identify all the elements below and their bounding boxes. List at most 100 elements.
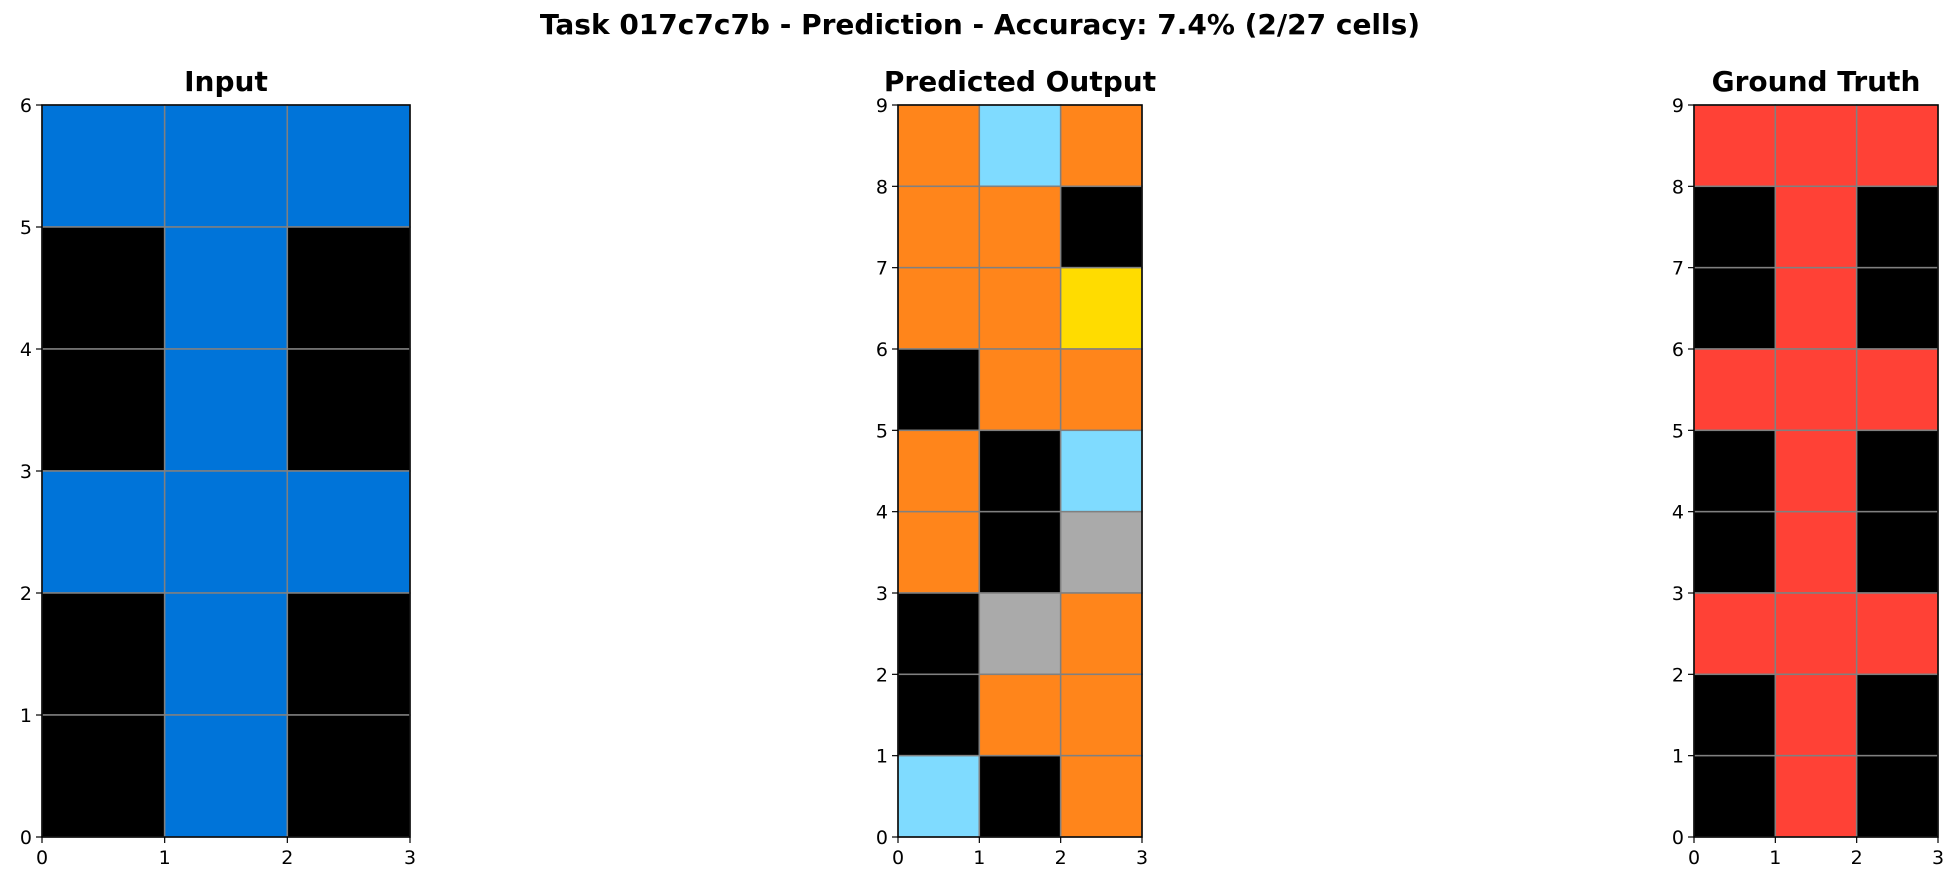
- grid-cell: [1693, 592, 1777, 676]
- grid-cell: [286, 592, 411, 716]
- grid-cell: [1774, 592, 1858, 676]
- panel-title-input: Input: [184, 65, 268, 98]
- grid-cell: [897, 429, 981, 513]
- y-tick-label: 1: [1672, 746, 1684, 768]
- y-tick-label: 9: [1672, 95, 1684, 117]
- grid-cell: [1059, 429, 1143, 513]
- y-tick-label: 6: [20, 95, 32, 117]
- grid-cell: [1693, 185, 1777, 269]
- y-tick-label: 0: [876, 827, 888, 849]
- x-tick-label: 3: [404, 847, 416, 869]
- grid-cell: [1855, 185, 1939, 269]
- grid-cell: [1693, 429, 1777, 513]
- grid-cell: [1774, 266, 1858, 350]
- y-tick-label: 1: [876, 746, 888, 768]
- grid-cell: [1059, 185, 1143, 269]
- x-tick-label: 3: [1932, 847, 1944, 869]
- grid-cell: [1693, 510, 1777, 594]
- grid-cell: [286, 348, 411, 472]
- grid-cell: [1059, 673, 1143, 757]
- y-tick-label: 3: [1672, 583, 1684, 605]
- y-tick-label: 5: [876, 420, 888, 442]
- grid-cell: [897, 673, 981, 757]
- grid-cell: [897, 754, 981, 838]
- y-tick-label: 3: [20, 461, 32, 483]
- grid-cell: [163, 226, 289, 350]
- y-tick-label: 5: [1672, 420, 1684, 442]
- y-tick-label: 9: [876, 95, 888, 117]
- grid-cell: [41, 714, 166, 838]
- panel-title-ground-truth: Ground Truth: [1711, 65, 1921, 98]
- grid-cell: [41, 104, 166, 228]
- grid-cell: [1855, 104, 1939, 188]
- y-tick-label: 8: [1672, 176, 1684, 198]
- y-tick-label: 6: [876, 339, 888, 361]
- axes-frame: [1693, 104, 1939, 838]
- grid-cell: [1059, 266, 1143, 350]
- grid-cell: [1774, 104, 1858, 188]
- grid-cell: [1855, 266, 1939, 350]
- grid-cell: [978, 673, 1062, 757]
- grid-cell: [163, 714, 289, 838]
- grid-cell: [286, 104, 411, 228]
- grid-cell: [1774, 185, 1858, 269]
- grid-cell: [1059, 104, 1143, 188]
- grid-cell: [897, 510, 981, 594]
- grid-cell: [978, 104, 1062, 188]
- x-tick-label: 2: [1851, 847, 1863, 869]
- y-tick-label: 0: [1672, 827, 1684, 849]
- y-tick-label: 8: [876, 176, 888, 198]
- grid-cell: [1855, 592, 1939, 676]
- grid-cell: [1774, 510, 1858, 594]
- y-tick-label: 2: [1672, 664, 1684, 686]
- grid-cell: [897, 266, 981, 350]
- grid-cell: [897, 104, 981, 188]
- y-tick-label: 7: [876, 258, 888, 280]
- grid-cell: [286, 226, 411, 350]
- y-tick-label: 7: [1672, 258, 1684, 280]
- input-grid-panel: 0 1 2 3 0 1 2 3 4 5 6: [20, 95, 416, 869]
- grid-cell: [1693, 266, 1777, 350]
- grid-cell: [978, 185, 1062, 269]
- axes-frame: [897, 104, 1143, 838]
- grid-cell: [163, 470, 289, 594]
- x-tick-label: 3: [1136, 847, 1148, 869]
- y-tick-label: 1: [20, 705, 32, 727]
- grid-cell: [978, 429, 1062, 513]
- grid-cell: [897, 592, 981, 676]
- grid-cell: [1693, 754, 1777, 838]
- grid-cell: [41, 592, 166, 716]
- grid-cell: [41, 348, 166, 472]
- grid-cell: [978, 510, 1062, 594]
- x-tick-label: 0: [892, 847, 904, 869]
- grid-cell: [1693, 673, 1777, 757]
- grid-cell: [286, 470, 411, 594]
- grid-cell: [163, 348, 289, 472]
- predicted-output-grid-panel: 0 1 2 3 0 1 2 3 4 5 6 7 8 9: [876, 95, 1148, 869]
- grid-cell: [1059, 510, 1143, 594]
- grid-cell: [978, 592, 1062, 676]
- y-tick-label: 2: [876, 664, 888, 686]
- x-tick-label: 1: [1769, 847, 1781, 869]
- grid-cell: [1855, 348, 1939, 432]
- grid-cell: [978, 754, 1062, 838]
- y-tick-label: 6: [1672, 339, 1684, 361]
- y-tick-label: 4: [876, 502, 888, 524]
- x-tick-label: 0: [1688, 847, 1700, 869]
- grid-cell: [163, 592, 289, 716]
- y-tick-label: 0: [20, 827, 32, 849]
- grid-cell: [286, 714, 411, 838]
- x-tick-label: 2: [281, 847, 293, 869]
- y-tick-label: 5: [20, 217, 32, 239]
- grid-cell: [978, 348, 1062, 432]
- ground-truth-grid-panel: 0 1 2 3 0 1 2 3 4 5 6 7 8 9: [1672, 95, 1944, 869]
- y-tick-label: 3: [876, 583, 888, 605]
- panel-title-predicted-output: Predicted Output: [883, 65, 1157, 98]
- grid-cell: [163, 104, 289, 228]
- figure-title: Task 017c7c7b - Prediction - Accuracy: 7…: [539, 8, 1421, 41]
- grid-cell: [1059, 348, 1143, 432]
- y-tick-label: 2: [20, 583, 32, 605]
- grid-cell: [1059, 592, 1143, 676]
- x-tick-label: 1: [973, 847, 985, 869]
- grid-cell: [1774, 429, 1858, 513]
